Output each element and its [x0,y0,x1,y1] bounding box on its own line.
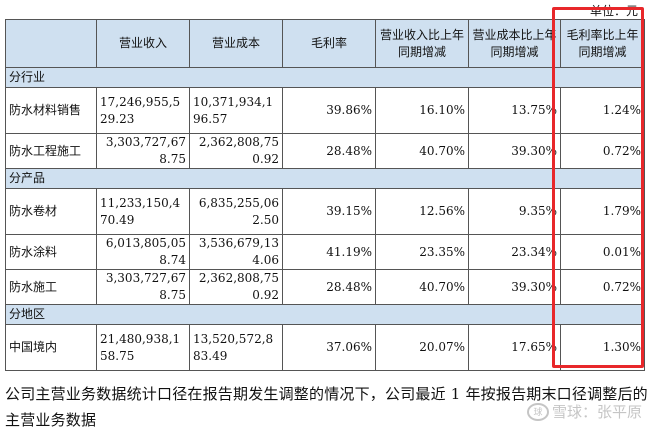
cost-cell: 6,835,255,062.50 [189,188,283,235]
row-name: 防水卷材 [5,188,97,235]
header-cell: 营业收入比上年同期增减 [375,19,469,68]
table-row: 防水工程施工 3,303,727,678.75 2,362,808,750.92… [5,133,645,169]
margin-change-cell: 0.01% [560,234,645,270]
cost-cell: 2,362,808,750.92 [189,133,283,169]
revenue-cell: 17,246,955,529.23 [96,87,190,134]
margin-cell: 39.86% [282,87,376,134]
unit-label: 单位：元 [589,4,638,18]
table-row: 防水施工 3,303,727,678.75 2,362,808,750.92 2… [5,269,645,305]
cost-cell: 10,371,934,196.57 [189,87,283,134]
rev-change-cell: 12.56% [375,188,469,235]
margin-change-cell: 0.72% [560,269,645,305]
rev-change-cell: 40.70% [375,269,469,305]
table-row: 防水涂料 6,013,805,058.74 3,536,679,134.06 4… [5,234,645,270]
cost-change-cell: 17.65% [468,324,561,371]
revenue-cell: 21,480,938,158.75 [96,324,190,371]
cost-cell: 13,520,572,883.49 [189,324,283,371]
revenue-cell: 3,303,727,678.75 [96,133,190,169]
header-cell: 营业成本比上年同期增减 [468,19,561,68]
header-cell: 营业成本 [189,19,283,68]
cost-change-cell: 13.75% [468,87,561,134]
table-row: 防水卷材 11,233,150,470.49 6,835,255,062.50 … [5,188,645,235]
margin-cell: 37.06% [282,324,376,371]
row-name: 防水施工 [5,269,97,305]
margin-change-cell: 0.72% [560,133,645,169]
section-row: 分产品 [5,168,645,189]
cost-cell: 3,536,679,134.06 [189,234,283,270]
header-cell [5,19,97,68]
header-cell: 毛利率比上年同期增减 [560,19,645,68]
cost-change-cell: 23.34% [468,234,561,270]
margin-cell: 28.48% [282,133,376,169]
rev-change-cell: 23.35% [375,234,469,270]
cost-change-cell: 39.30% [468,133,561,169]
revenue-cell: 3,303,727,678.75 [96,269,190,305]
section-row: 分行业 [5,67,645,88]
header-row: 营业收入 营业成本 毛利率 营业收入比上年同期增减 营业成本比上年同期增减 毛利… [5,19,645,68]
watermark-text: 雪球：张平原 [551,403,642,421]
margin-change-cell: 1.30% [560,324,645,371]
rev-change-cell: 40.70% [375,133,469,169]
header-cell: 营业收入 [96,19,190,68]
main-business-table: 营业收入 营业成本 毛利率 营业收入比上年同期增减 营业成本比上年同期增减 毛利… [5,19,645,371]
revenue-cell: 11,233,150,470.49 [96,188,190,235]
table-row: 防水材料销售 17,246,955,529.23 10,371,934,196.… [5,87,645,134]
section-row: 分地区 [5,304,645,325]
row-name: 防水工程施工 [5,133,97,169]
margin-cell: 28.48% [282,269,376,305]
header-cell: 毛利率 [282,19,376,68]
table-row: 中国境内 21,480,938,158.75 13,520,572,883.49… [5,324,645,371]
margin-cell: 39.15% [282,188,376,235]
rev-change-cell: 16.10% [375,87,469,134]
xueqiu-logo-icon: 球 [526,402,549,421]
margin-cell: 41.19% [282,234,376,270]
cost-change-cell: 9.35% [468,188,561,235]
section-title: 分地区 [5,304,645,325]
cost-change-cell: 39.30% [468,269,561,305]
section-title: 分产品 [5,168,645,189]
row-name: 防水涂料 [5,234,97,270]
row-name: 中国境内 [5,324,97,371]
revenue-cell: 6,013,805,058.74 [96,234,190,270]
footnote-text: 公司主营业务数据统计口径在报告期发生调整的情况下，公司最近 1 年按报告期末口径… [5,385,648,429]
row-name: 防水材料销售 [5,87,97,134]
rev-change-cell: 20.07% [375,324,469,371]
margin-change-cell: 1.24% [560,87,645,134]
cost-cell: 2,362,808,750.92 [189,269,283,305]
margin-change-cell: 1.79% [560,188,645,235]
section-title: 分行业 [5,67,645,88]
watermark: 球 雪球：张平原 [526,401,642,422]
